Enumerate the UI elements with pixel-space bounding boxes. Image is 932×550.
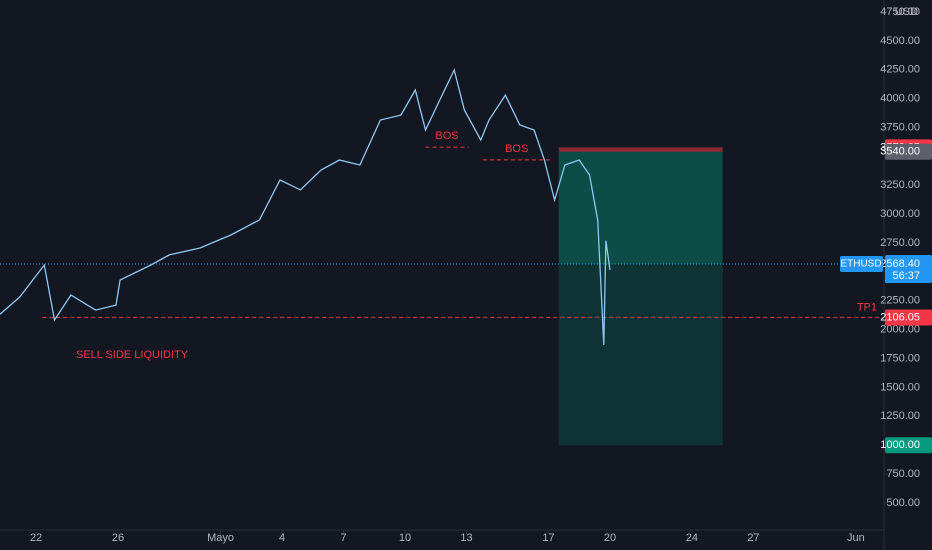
tp1-label: TP1	[857, 301, 877, 313]
x-tick-label: 7	[340, 532, 346, 544]
x-tick-label: 20	[604, 532, 616, 544]
entry-label: 3540.00	[880, 146, 920, 158]
y-tick-label: 4000.00	[880, 93, 920, 105]
x-tick-label: 22	[30, 532, 42, 544]
y-tick-label: 3250.00	[880, 179, 920, 191]
y-tick-label: 3750.00	[880, 121, 920, 133]
y-tick-label: 4500.00	[880, 35, 920, 47]
y-tick-label: 4750.00	[880, 6, 920, 18]
tp1-price-label-bg	[885, 309, 932, 326]
countdown: 56:37	[892, 270, 920, 282]
y-tick-label: 1750.00	[880, 352, 920, 364]
unit-label: USD	[895, 6, 918, 18]
y-tick-label: 750.00	[886, 468, 920, 480]
target-label-bg	[885, 437, 932, 454]
target-label: 1000.00	[880, 439, 920, 451]
y-tick-label: 2000.00	[880, 324, 920, 336]
entry-label-bg	[885, 143, 932, 160]
x-tick-label: Mayo	[207, 532, 234, 544]
tp1-price-label: 2106.05	[880, 311, 920, 323]
last-price-bg	[885, 255, 932, 284]
profit-zone-filled	[558, 151, 723, 265]
bos-label: BOS	[505, 143, 528, 155]
y-tick-label: 2250.00	[880, 295, 920, 307]
y-tick-label: 1250.00	[880, 410, 920, 422]
bos-label: BOS	[435, 130, 458, 142]
y-tick-label: 500.00	[886, 497, 920, 509]
x-tick-label: 24	[686, 532, 698, 544]
x-tick-label: 27	[747, 532, 759, 544]
x-tick-label: Jun	[847, 532, 865, 544]
x-tick-label: 13	[460, 532, 472, 544]
x-tick-label: 4	[279, 532, 285, 544]
y-tick-label: 1500.00	[880, 381, 920, 393]
y-tick-label: 3000.00	[880, 208, 920, 220]
price-line	[0, 68, 611, 345]
symbol-bg	[840, 256, 883, 273]
symbol-label: ETHUSD	[840, 259, 881, 270]
last-price-label: 2568.40	[880, 258, 920, 270]
y-tick-label: 2750.00	[880, 237, 920, 249]
liquidity-label: SELL SIDE LIQUIDITY	[76, 349, 189, 361]
x-tick-label: 10	[399, 532, 411, 544]
y-tick-label: 4250.00	[880, 64, 920, 76]
x-tick-label: 26	[112, 532, 124, 544]
stop-zone	[558, 147, 723, 152]
profit-zone	[558, 151, 723, 446]
x-tick-label: 17	[542, 532, 554, 544]
